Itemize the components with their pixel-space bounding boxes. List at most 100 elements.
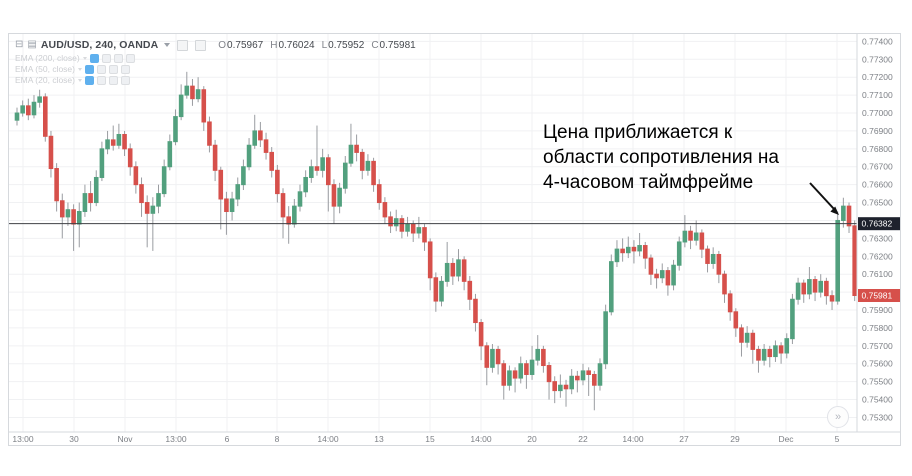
eye-icon[interactable]: [89, 53, 99, 63]
candle: [846, 205, 852, 227]
add-icon[interactable]: [109, 64, 118, 74]
candle: [467, 280, 473, 300]
candle: [784, 338, 790, 354]
time-axis-label: 15: [425, 434, 435, 444]
eye-icon[interactable]: [85, 64, 94, 74]
candle: [31, 101, 37, 116]
gear-icon[interactable]: [97, 64, 106, 74]
indicator-row-ema200[interactable]: EMA (200, close): [15, 53, 416, 63]
indicator-label: EMA (200, close): [15, 53, 80, 63]
candle: [320, 157, 325, 171]
candle: [699, 232, 705, 250]
candle: [416, 227, 422, 234]
candle: [43, 96, 48, 137]
annotation-line: области сопротивления на: [543, 147, 779, 168]
eye-icon[interactable]: [85, 75, 94, 85]
candle: [331, 184, 337, 207]
price-chart-canvas[interactable]: 0.77400 0.77300 0.77200 0.77100 0.77000 0.769…: [9, 34, 900, 444]
price-axis-label: 0.75600: [862, 359, 893, 369]
time-axis-label: 14:00: [470, 434, 492, 444]
price-axis-label: 0.76800: [862, 144, 893, 154]
candle: [563, 384, 569, 390]
candle: [614, 248, 620, 263]
candle: [518, 363, 524, 379]
close-icon[interactable]: [125, 53, 135, 63]
symbol-dropdown-caret-icon[interactable]: [164, 43, 171, 47]
candle: [744, 332, 750, 343]
candle: [133, 166, 139, 186]
candle: [801, 282, 807, 295]
price-axis-label: 0.75500: [862, 377, 893, 387]
scroll-to-recent-button[interactable]: »: [827, 406, 849, 428]
candle: [241, 166, 246, 186]
add-icon[interactable]: [109, 75, 118, 85]
price-axis-label: 0.77200: [862, 72, 893, 82]
annotation-line: Цена приближается к: [543, 122, 733, 143]
candle: [337, 187, 342, 207]
candle: [648, 257, 654, 275]
time-axis-label: 14:00: [317, 434, 339, 444]
candle: [212, 144, 218, 171]
candle: [280, 193, 286, 218]
candle: [541, 348, 546, 367]
candle: [558, 384, 563, 392]
indicator-caret-icon[interactable]: [82, 56, 87, 60]
candle: [190, 85, 195, 100]
price-axis-label: 0.76100: [862, 269, 893, 279]
candle: [82, 193, 88, 213]
indicator-row-ema50[interactable]: EMA (50, close): [15, 64, 416, 74]
collapse-legend-icon[interactable]: ⊟: [15, 39, 24, 50]
candle: [597, 363, 603, 386]
candle: [841, 205, 846, 221]
gear-icon[interactable]: [97, 75, 106, 85]
candle: [665, 270, 671, 286]
candle: [812, 279, 818, 293]
chart-style-icon[interactable]: ▤: [27, 39, 37, 50]
legend-action-icon-2[interactable]: [195, 39, 207, 51]
time-axis-label: 14:00: [622, 434, 644, 444]
indicator-row-ema20[interactable]: EMA (20, close): [15, 75, 416, 85]
candle: [178, 94, 184, 118]
candle: [654, 273, 659, 279]
time-axis-label: 27: [679, 434, 689, 444]
candle: [778, 345, 784, 354]
candle: [286, 216, 291, 225]
symbol-title[interactable]: AUD/USD, 240, OANDA: [40, 39, 159, 51]
add-icon[interactable]: [113, 53, 123, 63]
svg-text:0.76382: 0.76382: [862, 219, 893, 229]
candle: [150, 205, 156, 214]
candle: [393, 218, 399, 227]
annotation-line: 4-часовом таймфрейме: [543, 172, 754, 193]
candle: [14, 112, 20, 121]
indicator-caret-icon[interactable]: [78, 78, 82, 82]
candle: [722, 273, 727, 295]
candle: [122, 134, 127, 150]
gear-icon[interactable]: [101, 53, 111, 63]
symbol-row[interactable]: ⊟ ▤ AUD/USD, 240, OANDA O0.75967 H0.7602…: [15, 38, 416, 52]
candle: [376, 184, 382, 204]
time-axis-label: 20: [527, 434, 537, 444]
price-axis-label: 0.75300: [862, 412, 893, 422]
candle: [207, 121, 212, 146]
candle: [427, 241, 433, 279]
indicator-label: EMA (20, close): [15, 75, 75, 85]
candle: [354, 144, 359, 153]
grid-layer: [9, 34, 857, 432]
time-axis-label: 6: [225, 434, 230, 444]
price-axis-label: 0.76500: [862, 198, 893, 208]
candle: [609, 261, 614, 313]
indicator-caret-icon[interactable]: [78, 67, 82, 71]
candle: [688, 230, 693, 241]
time-axis-label: 30: [69, 434, 79, 444]
close-icon[interactable]: [121, 64, 130, 74]
annotation-arrow-head: [830, 206, 839, 215]
candle: [439, 280, 444, 302]
candle: [139, 184, 144, 204]
candle: [161, 166, 167, 195]
candle: [359, 151, 365, 171]
candle: [818, 280, 824, 293]
legend-action-icon-1[interactable]: [177, 39, 189, 51]
candle: [342, 162, 348, 189]
close-icon[interactable]: [121, 75, 130, 85]
candle: [716, 253, 722, 275]
